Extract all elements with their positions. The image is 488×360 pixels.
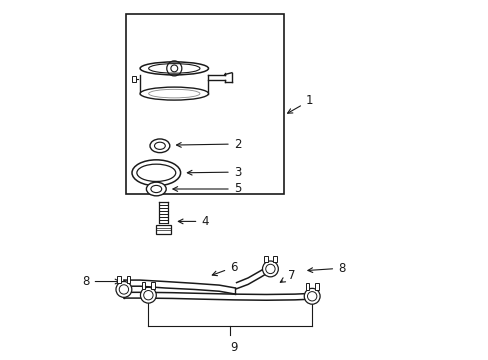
Bar (273, 256, 276, 262)
Ellipse shape (150, 139, 169, 153)
Bar (264, 256, 267, 262)
Text: 7: 7 (280, 269, 295, 282)
Text: 2: 2 (176, 138, 241, 150)
Circle shape (116, 282, 132, 297)
Bar (125, 14, 284, 194)
Text: 8: 8 (307, 262, 345, 275)
Ellipse shape (140, 62, 208, 75)
Text: 6: 6 (212, 261, 237, 276)
Text: 5: 5 (173, 183, 241, 195)
Bar (151, 282, 155, 289)
Circle shape (140, 287, 156, 303)
Ellipse shape (137, 164, 175, 181)
Text: 9: 9 (229, 341, 237, 354)
Text: 8: 8 (82, 275, 120, 288)
Circle shape (262, 261, 278, 277)
Bar (117, 276, 121, 283)
Text: 4: 4 (178, 215, 208, 228)
Bar (314, 283, 318, 290)
Bar (305, 283, 309, 290)
Bar (156, 225, 170, 234)
Ellipse shape (146, 182, 166, 196)
Circle shape (304, 288, 320, 304)
Ellipse shape (140, 87, 208, 100)
Bar (142, 282, 145, 289)
Bar (126, 276, 130, 283)
Text: 3: 3 (187, 166, 241, 179)
Text: 1: 1 (287, 94, 312, 113)
Ellipse shape (132, 160, 180, 186)
Bar (132, 76, 136, 82)
